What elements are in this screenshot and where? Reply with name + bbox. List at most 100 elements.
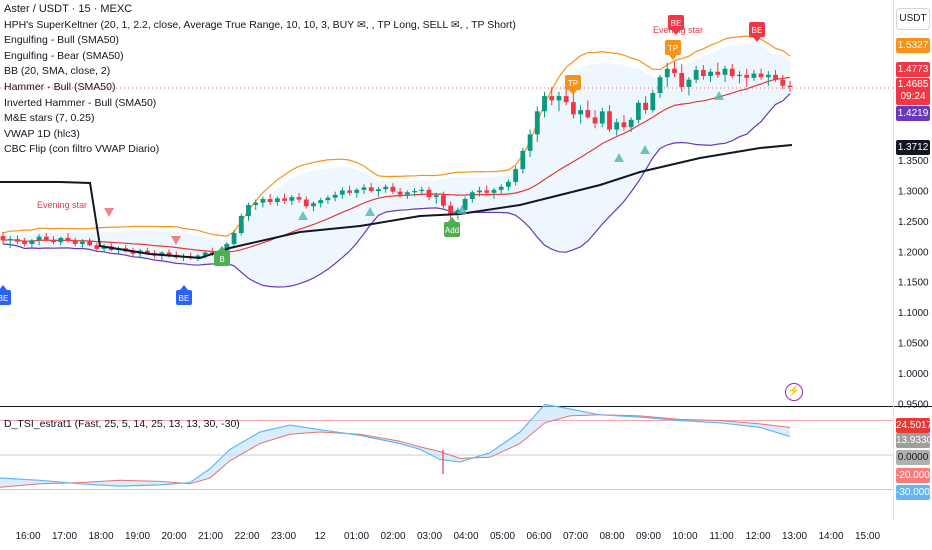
time-tick: 16:00 [15,531,40,542]
candle-body [570,102,576,115]
osc-tag-4: -20.0000 [896,468,932,483]
bull-triangle [298,211,308,220]
candle-body [7,239,13,241]
candle-body [130,251,136,254]
time-tick: 22:00 [234,531,259,542]
time-tick: 01:00 [344,531,369,542]
osc-tag-2: 13.9330 [896,433,932,448]
candle-body [43,236,49,240]
symbol-title[interactable]: Aster / USDT · 15 · MEXC [4,3,133,15]
time-tick: 12 [314,531,326,542]
candle-body [87,241,93,246]
bull-triangle [640,145,650,154]
candle-body [22,241,28,244]
price-tick: 1.1000 [898,308,929,319]
candle-body [441,195,446,206]
candle-body [715,71,721,75]
legend-item[interactable]: Inverted Hammer - Bull (SMA50) [4,96,157,109]
legend-item[interactable]: BB (20, SMA, close, 2) [4,65,111,78]
bull-triangle [614,153,624,162]
candle-body [368,187,374,192]
candle-body [556,96,562,101]
signal-markers: BE BE BE BE B Add TP TP Evening star Evening star [0,15,765,305]
candle-body [426,189,432,198]
candle-body [15,239,20,242]
bollinger-bands [2,35,791,288]
evening-star-label: Evening star [653,25,703,35]
candle-body [563,96,569,103]
osc-tag-1: 24.5017 [896,418,932,433]
price-tag-lower-band: 1.4219 [896,106,930,121]
be-marker: BE [749,22,765,42]
tp-marker: TP [665,40,681,60]
candle-body [787,85,793,87]
candle-body [607,111,612,130]
candle-body [477,190,482,193]
candle-body [80,241,85,244]
candle-body [729,68,735,77]
candle-body [578,110,584,115]
candle-body [325,197,331,201]
candle-body [650,93,656,111]
candle-body [773,74,778,80]
candle-body [376,189,381,192]
osc-tsi-line [0,403,791,487]
candle-body [506,181,511,187]
candle-body [708,71,713,77]
candle-body [585,110,591,118]
candle-body [253,202,259,206]
legend-item[interactable]: Engulfing - Bull (SMA50) [4,34,119,47]
be-marker: BE [176,285,192,305]
legend-item[interactable]: VWAP 1D (hlc3) [4,127,80,140]
currency-button[interactable]: USDT [896,8,930,30]
svg-text:TP: TP [568,79,578,88]
bull-triangle [365,207,375,216]
time-tick: 13:00 [782,531,807,542]
candle-body [267,198,273,202]
candle-body [780,79,786,86]
candle-body [484,190,490,193]
lower-band-line [2,93,791,288]
time-tick: 12:00 [745,531,770,542]
be-marker: BE [668,15,684,35]
osc-fill [0,404,790,488]
legend-item[interactable]: Engulfing - Bear (SMA50) [4,49,124,62]
candle-body [390,186,396,192]
price-axis[interactable]: 1.3500 1.3000 1.2500 1.2000 1.1500 1.1000 1.05… [898,156,929,410]
candle-body [347,190,352,193]
candle-body [289,197,295,201]
time-tick: 04:00 [453,531,478,542]
price-tag-supertp: 1.5327 [896,38,930,53]
candle-body [599,111,605,124]
time-tick: 14:00 [818,531,843,542]
price-tick: 1.2500 [898,217,929,228]
candle-body [643,102,648,111]
candle-body [166,252,172,255]
candle-body [318,200,324,204]
basis-line [2,76,791,253]
price-tick: 1.0000 [898,369,929,380]
oscillator-legend[interactable]: D_TSI_estrat1 (Fast, 25, 5, 14, 25, 13, … [4,418,240,430]
candle-body [404,192,410,195]
svg-text:B: B [219,255,224,264]
candle-body [542,96,547,112]
lightning-icon[interactable]: ⚡ [785,383,803,401]
candle-body [238,215,244,234]
candle-body [672,68,677,73]
candle-body [520,150,526,170]
oscillator-pane [0,403,893,490]
candle-body [744,74,750,78]
osc-tag-5: -30.0000 [896,485,932,500]
candle-body [51,239,56,243]
candle-body [246,205,251,216]
legend-item[interactable]: Hammer - Bull (SMA50) [4,80,116,93]
candle-body [693,69,699,80]
buy-marker: B [214,246,230,266]
legend-item[interactable]: M&E stars (7, 0.25) [4,112,95,125]
candle-body [433,195,439,198]
time-axis[interactable]: 16:00 17:00 18:00 19:00 20:00 21:00 22:00 23:00… [15,531,880,542]
candle-body [462,198,468,210]
legend-item[interactable]: HPH's SuperKeltner (20, 1, 2.2, close, A… [4,18,516,31]
legend-item[interactable]: CBC Flip (con filtro VWAP Diario) [4,143,160,156]
